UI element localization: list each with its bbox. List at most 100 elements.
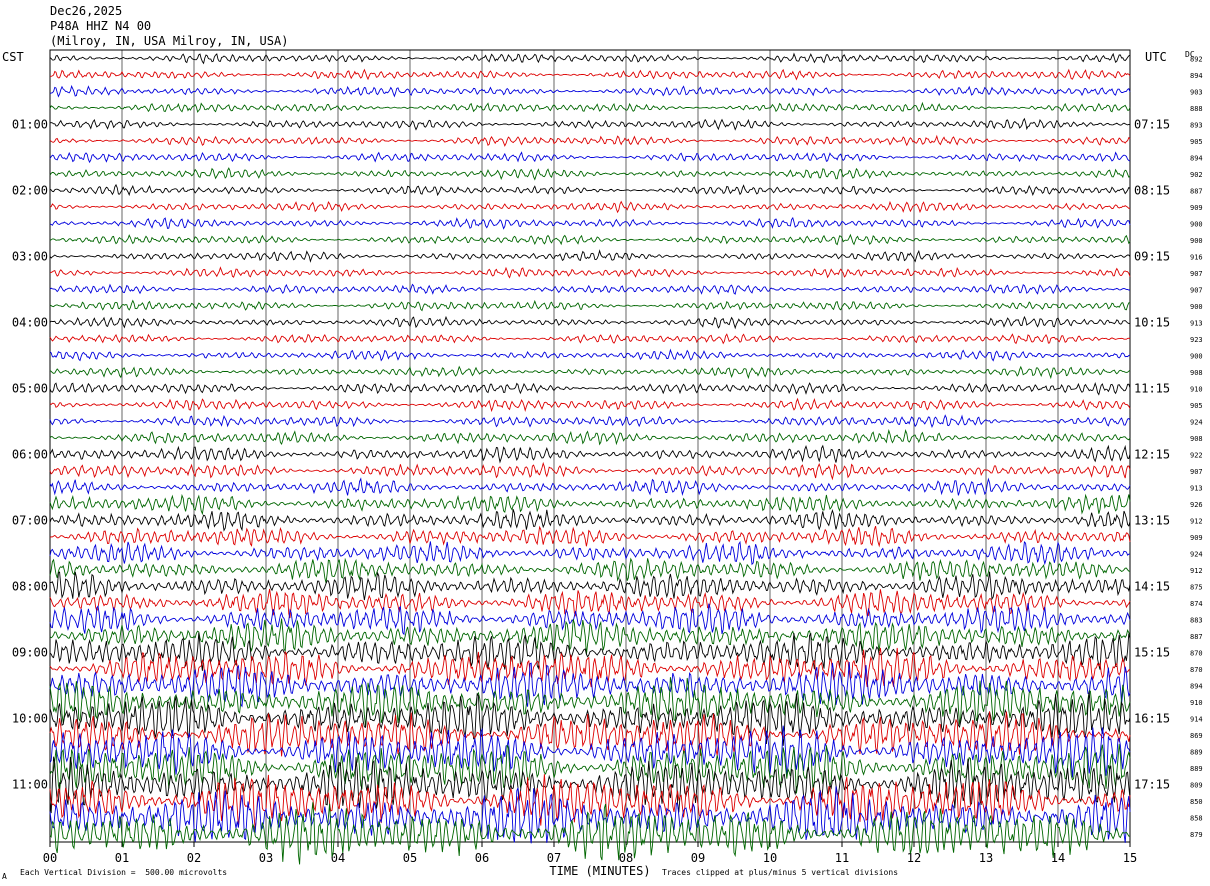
x-tick-label: 06 [475,851,489,865]
seismic-trace-4 [49,101,1131,113]
seismic-trace-32 [49,557,1131,583]
seismic-trace-12 [49,233,1131,246]
dc-offset-label: 869 [1190,732,1203,740]
right-hour-label: 16:15 [1134,711,1170,725]
seismic-trace-13 [49,249,1131,263]
seismic-trace-25 [49,444,1131,464]
seismic-trace-16 [49,299,1130,312]
seismic-trace-24 [49,428,1131,446]
left-timezone-label: CST [2,50,24,64]
left-hour-label: 08:00 [12,579,48,593]
seismic-trace-21 [49,381,1131,396]
seismic-trace-5 [49,117,1131,131]
dc-offset-label: 916 [1190,253,1203,261]
dc-offset-label: 893 [1190,121,1203,129]
corner-mark: A [2,872,7,881]
dc-offset-label: 894 [1190,72,1203,80]
seismic-trace-11 [49,216,1131,230]
seismic-trace-27 [49,477,1131,496]
clipping-note: Traces clipped at plus/minus 5 vertical … [662,868,899,877]
plot-frame [49,49,1131,843]
seismic-trace-37 [49,632,1131,671]
seismic-trace-26 [49,461,1131,481]
seismic-trace-28 [49,493,1131,516]
x-tick-label: 01 [115,851,129,865]
dc-offset-label: 905 [1190,138,1203,146]
x-tick-label: 10 [763,851,777,865]
seismic-trace-20 [49,365,1131,380]
x-tick-label: 08 [619,851,633,865]
seismic-trace-48 [49,802,1131,865]
station-location: (Milroy, IN, USA Milroy, IN, USA) [50,34,289,48]
left-hour-label: 05:00 [12,381,48,395]
dc-offset-label: 909 [1190,534,1203,542]
dc-offset-label: 889 [1190,765,1203,773]
dc-offset-label: 889 [1190,748,1203,756]
dc-offset-label: 888 [1190,105,1203,113]
seismic-trace-14 [49,266,1131,279]
x-tick-label: 14 [1051,851,1065,865]
dc-offset-label: 894 [1190,154,1203,162]
right-hour-label: 08:15 [1134,183,1170,197]
x-tick-label: 09 [691,851,705,865]
x-tick-label: 11 [835,851,849,865]
seismic-trace-22 [49,397,1131,413]
dc-offset-label: 850 [1190,798,1203,806]
dc-offset-label: 870 [1190,666,1203,674]
right-hour-label: 14:15 [1134,579,1170,593]
dc-offset-label: 870 [1190,649,1203,657]
dc-offset-header: DC [1185,50,1195,59]
right-hour-label: 07:15 [1134,117,1170,131]
dc-offset-label: 892 [1190,55,1203,63]
seismic-trace-1 [49,52,1131,65]
seismic-trace-23 [49,414,1131,429]
dc-offset-label: 900 [1190,303,1203,311]
seismic-trace-29 [49,509,1131,532]
seismic-trace-41 [49,691,1131,746]
seismic-trace-15 [49,283,1130,295]
left-hour-label: 10:00 [12,711,48,725]
dc-offset-label: 900 [1190,237,1203,245]
dc-offset-label: 858 [1190,814,1203,822]
x-axis-title: TIME (MINUTES) [549,864,650,878]
seismic-trace-42 [49,711,1131,757]
dc-offset-label: 922 [1190,451,1203,459]
seismic-trace-38 [49,647,1131,688]
seismic-trace-2 [50,68,1131,81]
dc-offset-label: 900 [1190,352,1203,360]
seismic-trace-30 [49,525,1131,548]
seismic-trace-7 [49,151,1131,164]
dc-offset-label: 874 [1190,600,1203,608]
dc-offset-label: 924 [1190,550,1203,558]
seismic-trace-9 [49,183,1131,197]
seismic-trace-19 [49,348,1131,362]
dc-offset-label: 926 [1190,501,1203,509]
left-hour-label: 04:00 [12,315,48,329]
right-hour-label: 17:15 [1134,777,1170,791]
dc-offset-label: 900 [1190,220,1203,228]
x-tick-label: 07 [547,851,561,865]
dc-offset-label: 879 [1190,831,1203,839]
left-hour-label: 09:00 [12,645,48,659]
x-tick-label: 12 [907,851,921,865]
dc-offset-label: 912 [1190,567,1203,575]
dc-offset-label: 923 [1190,336,1203,344]
right-hour-label: 12:15 [1134,447,1170,461]
dc-offset-label: 907 [1190,286,1203,294]
seismic-trace-18 [49,333,1131,345]
left-hour-label: 06:00 [12,447,48,461]
dc-offset-label: 908 [1190,435,1203,443]
x-tick-label: 00 [43,851,57,865]
right-hour-label: 11:15 [1134,381,1170,395]
seismic-trace-6 [49,134,1131,147]
vertical-scale-note: Each Vertical Division = 500.00 microvol… [20,868,228,877]
dc-offset-label: 903 [1190,88,1203,96]
dc-offset-label: 907 [1190,270,1203,278]
x-tick-label: 15 [1123,851,1137,865]
seismic-trace-46 [49,774,1131,830]
dc-offset-label: 909 [1190,204,1203,212]
right-hour-label: 10:15 [1134,315,1170,329]
dc-offset-label: 894 [1190,682,1203,690]
x-tick-label: 02 [187,851,201,865]
x-tick-label: 05 [403,851,417,865]
